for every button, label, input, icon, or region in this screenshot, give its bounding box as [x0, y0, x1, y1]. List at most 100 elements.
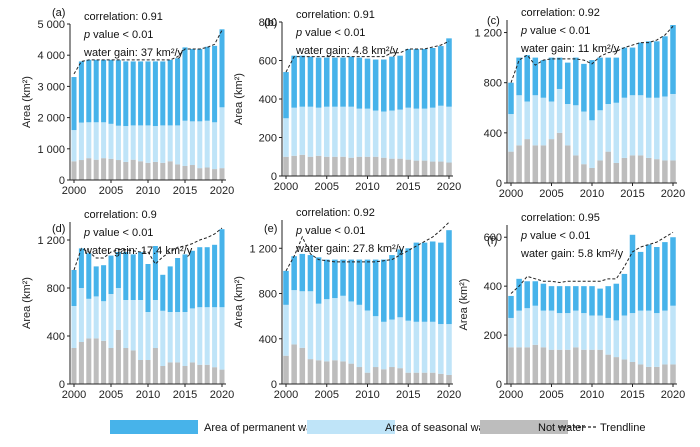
x-tick-label: 2000: [499, 188, 523, 200]
bar-notwater-2008: [573, 347, 579, 384]
bar-notwater-2003: [93, 338, 99, 384]
bar-notwater-2003: [532, 145, 539, 183]
y-tick-label: 3 000: [37, 81, 65, 93]
x-tick-label: 2015: [173, 389, 197, 401]
bar-notwater-2001: [291, 155, 297, 176]
bar-permanent-2017: [197, 48, 203, 122]
bar-seasonal-2007: [123, 300, 129, 348]
bar-notwater-2000: [283, 355, 289, 384]
bar-permanent-2019: [662, 242, 668, 311]
bar-seasonal-2009: [138, 125, 144, 162]
bar-notwater-2009: [356, 156, 363, 176]
bar-seasonal-2014: [397, 317, 403, 369]
bar-seasonal-2016: [189, 308, 195, 363]
bar-permanent-2013: [613, 283, 620, 321]
bar-seasonal-2010: [145, 312, 151, 360]
bar-notwater-2012: [160, 366, 166, 384]
panel-label: (c): [487, 15, 500, 27]
bar-seasonal-2013: [389, 110, 395, 159]
bar-seasonal-2018: [429, 107, 436, 162]
legend-swatch-notwater: [480, 420, 568, 434]
bar-permanent-2016: [637, 251, 644, 311]
bar-permanent-2005: [108, 255, 114, 294]
bar-seasonal-2016: [189, 121, 195, 166]
x-tick-label: 2005: [539, 188, 563, 200]
y-axis-title: Area (km²): [458, 279, 470, 331]
bar-seasonal-2017: [645, 310, 652, 367]
bar-seasonal-2011: [152, 126, 158, 162]
bar-permanent-2010: [145, 61, 151, 126]
bar-permanent-2000: [71, 270, 77, 306]
y-axis-title: Area (km²): [233, 73, 245, 125]
bar-seasonal-2019: [662, 96, 668, 161]
bar-notwater-2005: [548, 139, 555, 183]
bar-seasonal-2002: [524, 308, 530, 348]
bar-seasonal-2001: [78, 122, 84, 161]
bar-notwater-2015: [182, 366, 188, 384]
bar-permanent-2017: [645, 244, 652, 311]
bar-notwater-2002: [86, 158, 92, 180]
x-tick-label: 2005: [99, 389, 123, 401]
bar-seasonal-2000: [508, 317, 514, 348]
y-tick-label: 400: [259, 94, 277, 106]
bar-permanent-2003: [532, 57, 539, 96]
y-tick-label: 400: [259, 334, 277, 346]
bar-seasonal-2014: [397, 109, 403, 159]
chart-panel-1: 0 1 000 2 000 3 000 4 000 5 000 2000 2005 2010 20…: [21, 7, 234, 197]
bar-seasonal-2003: [532, 95, 539, 146]
bar-seasonal-2005: [108, 294, 114, 348]
bar-permanent-2017: [645, 41, 652, 98]
x-tick-label: 2005: [315, 181, 339, 193]
x-tick-label: 2010: [136, 185, 160, 197]
bar-seasonal-2001: [291, 107, 297, 156]
bar-notwater-2008: [130, 350, 136, 384]
bar-notwater-2017: [645, 366, 652, 384]
bar-permanent-2005: [108, 59, 114, 124]
x-tick-label: 2015: [173, 185, 197, 197]
bar-notwater-2008: [130, 159, 136, 180]
y-tick-label: 4 000: [37, 50, 65, 62]
bar-seasonal-2019: [438, 324, 444, 374]
bar-seasonal-2009: [138, 300, 144, 360]
bar-seasonal-2012: [381, 321, 387, 370]
x-tick-label: 2015: [396, 181, 420, 193]
bar-permanent-2011: [372, 259, 379, 317]
bar-notwater-2017: [197, 168, 203, 180]
bar-seasonal-2002: [299, 291, 306, 348]
bar-permanent-2002: [524, 55, 530, 102]
y-tick-label: 0: [271, 171, 277, 183]
bar-permanent-2010: [364, 259, 371, 311]
bar-notwater-2010: [145, 162, 151, 180]
bar-notwater-2017: [421, 372, 428, 384]
annotation-correlation: correlation: 0.95: [521, 212, 600, 224]
bar-notwater-2018: [429, 161, 436, 176]
bar-seasonal-2000: [71, 130, 77, 162]
bar-seasonal-2009: [356, 108, 363, 157]
bar-seasonal-2019: [438, 105, 444, 162]
bar-notwater-2009: [138, 360, 144, 384]
x-tick-label: 2020: [437, 389, 461, 401]
y-axis-title: Area (km²): [233, 276, 245, 328]
bar-notwater-2018: [654, 366, 660, 384]
bar-seasonal-2013: [613, 102, 620, 163]
bar-seasonal-2020: [219, 107, 225, 169]
bar-permanent-2016: [189, 250, 195, 309]
bar-notwater-2008: [573, 155, 579, 183]
annotation-pvalue: p value < 0.01: [83, 29, 153, 41]
bar-notwater-2015: [629, 155, 636, 183]
x-tick-label: 2000: [274, 389, 298, 401]
bar-notwater-2014: [397, 158, 403, 176]
chart-panel-5: 0 400 800 1 200 2000 2005 2010 2015 2020 Area (km…: [233, 207, 461, 401]
y-tick-label: 0: [496, 379, 502, 391]
bar-permanent-2008: [348, 56, 354, 107]
annotation-correlation: correlation: 0.92: [521, 7, 600, 19]
x-tick-label: 2010: [355, 389, 379, 401]
bar-permanent-2017: [197, 247, 203, 308]
bar-notwater-2012: [381, 157, 387, 176]
chart-panel-6: 0 200 400 600 2000 2005 2010 2015 2020 Area (km²)…: [458, 212, 685, 401]
bar-permanent-2003: [307, 56, 314, 107]
bar-permanent-2000: [71, 77, 77, 131]
bar-seasonal-2017: [421, 108, 428, 161]
bar-notwater-2010: [364, 156, 371, 176]
